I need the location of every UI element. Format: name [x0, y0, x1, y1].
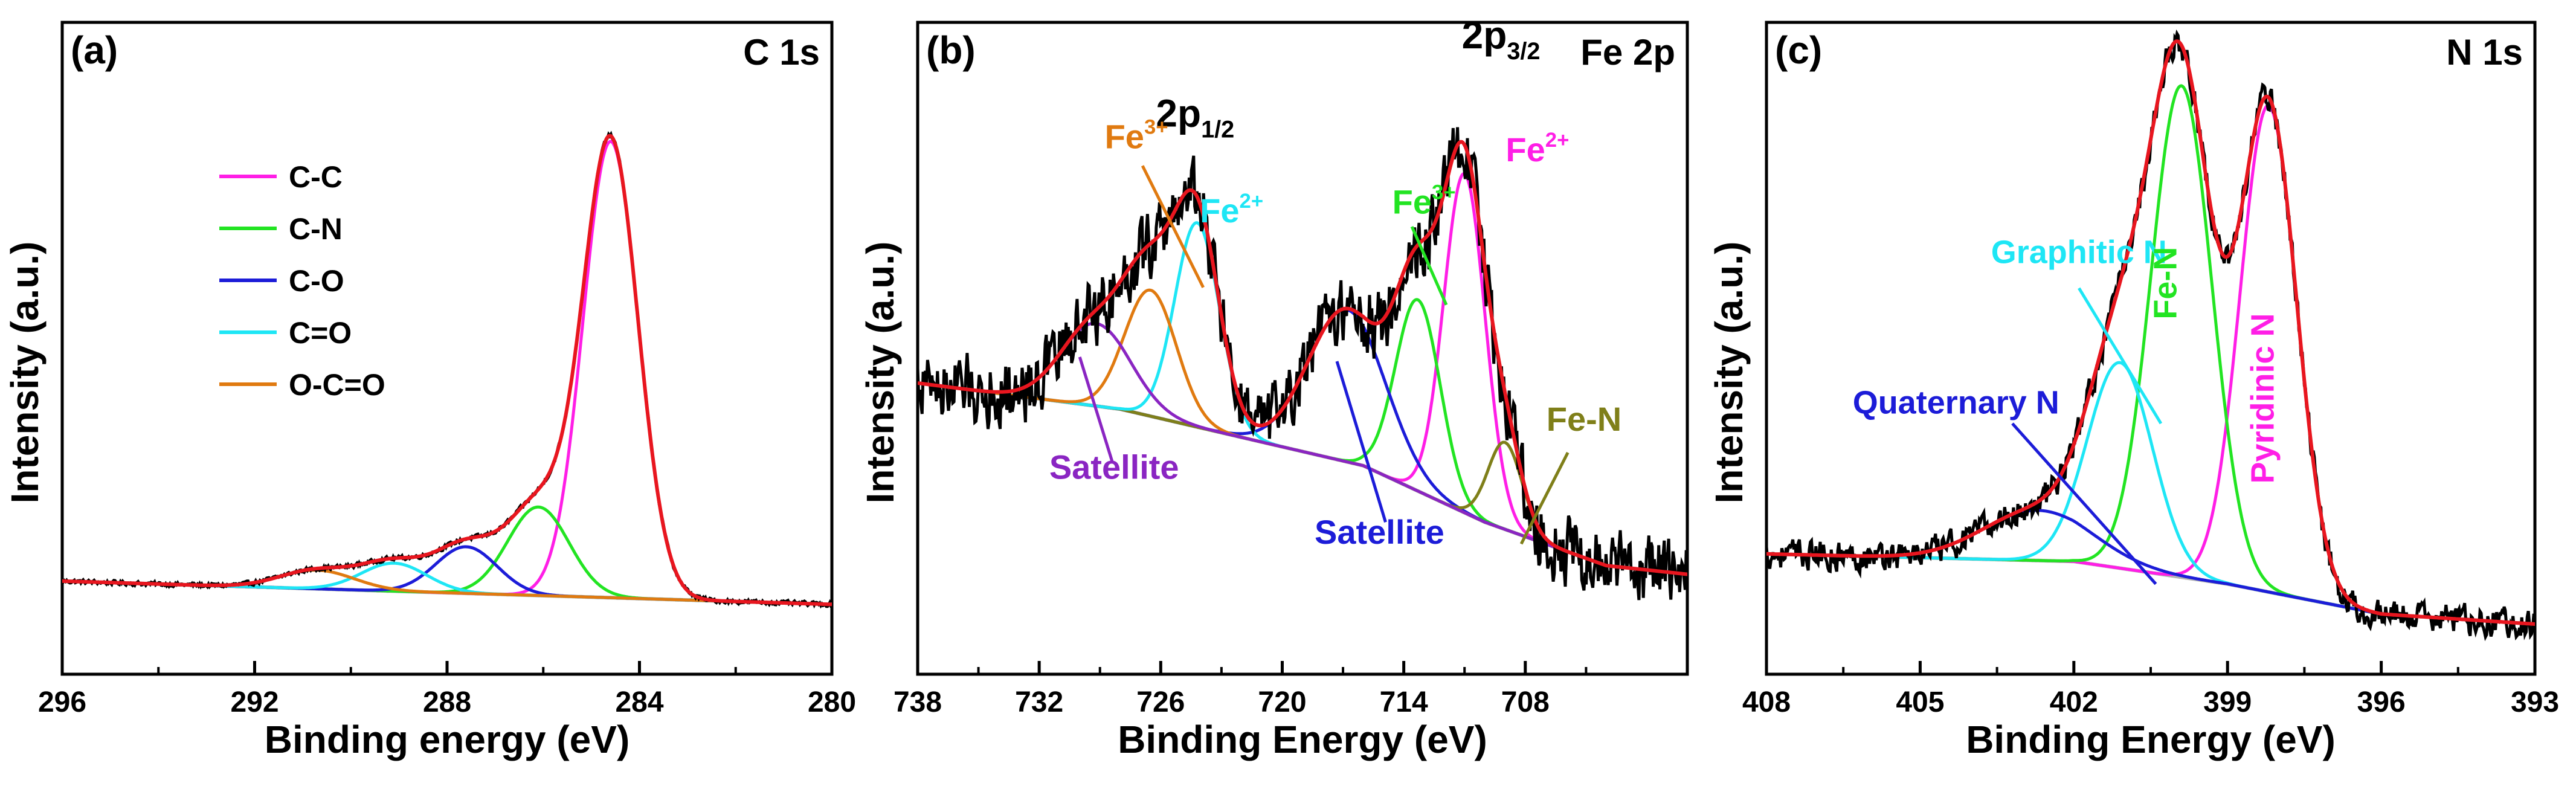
panel-title: Fe 2p — [1580, 32, 1675, 72]
panel-title: N 1s — [2446, 32, 2523, 72]
raw-spectrum-line — [1766, 29, 2535, 642]
peak-annotation: Pyridinic N — [2245, 313, 2281, 483]
annotation-leader-line — [1141, 165, 1205, 288]
annotation-superscript: 2+ — [1240, 190, 1264, 213]
panel-b: 738 732 726 720 714 708 Binding Energy (eV) Int… — [858, 13, 1689, 761]
legend-entry: C-C — [289, 160, 343, 194]
annotation-superscript: 3+ — [1144, 116, 1168, 139]
annotation-text: Graphitic N — [1991, 234, 2167, 270]
panel-c: 408 405 402 399 396 393 Binding Energy (eV) Int… — [1707, 21, 2559, 761]
fitted-envelope-line — [918, 140, 1687, 576]
annotation-superscript: 3+ — [1432, 181, 1456, 204]
annotation-superscript: 2+ — [1545, 129, 1570, 152]
panel-label: (c) — [1775, 28, 1822, 72]
component-c-c — [62, 140, 832, 606]
x-tick-label: 402 — [2050, 686, 2098, 718]
annotation-subscript: 3/2 — [1507, 38, 1540, 65]
y-axis-title: Intensity (a.u.) — [3, 242, 47, 504]
raw-spectrum-line — [918, 127, 1687, 601]
fitted-envelope-line — [1766, 39, 2535, 626]
annotation-text: Quaternary N — [1853, 384, 2059, 420]
annotation-text: Fe — [1200, 192, 1239, 230]
annotation-leader-line — [2011, 422, 2157, 585]
panel-a: 296 292 288 284 280 Binding energy (eV) Intens… — [3, 21, 856, 761]
x-tick-label: 393 — [2511, 686, 2559, 718]
x-tick-label: 726 — [1136, 686, 1185, 718]
plot-area — [62, 130, 832, 609]
peak-annotation: Fe-N — [1547, 400, 1621, 438]
annotation-text: Fe — [1505, 130, 1545, 169]
annotation-text: 2p — [1462, 13, 1507, 57]
peak-annotation: Graphitic N — [1991, 234, 2167, 270]
y-axis-title: Intensity (a.u.) — [1707, 242, 1751, 504]
x-tick-label: 280 — [808, 686, 856, 718]
annotation-leader-line — [1335, 361, 1387, 523]
panel-label: (b) — [926, 28, 976, 72]
annotation-text: Fe-N — [2147, 247, 2183, 320]
x-tick-label: 738 — [894, 686, 942, 718]
plot-area — [1766, 29, 2535, 642]
plot-frame — [916, 21, 1689, 676]
x-axis-title: Binding energy (eV) — [265, 718, 630, 761]
annotation-leader-line — [1078, 356, 1114, 462]
x-tick-label: 732 — [1015, 686, 1063, 718]
x-tick-label: 720 — [1258, 686, 1306, 718]
x-tick-label: 396 — [2357, 686, 2406, 718]
plot-frame — [60, 21, 834, 676]
x-tick-label: 714 — [1380, 686, 1428, 718]
annotation-leader-line — [1519, 452, 1570, 545]
x-tick-label: 292 — [230, 686, 279, 718]
peak-annotation: Quaternary N — [1853, 384, 2059, 420]
annotation-subscript: 1/2 — [1201, 117, 1234, 143]
annotation-text: Fe — [1393, 183, 1432, 221]
annotation-text: Fe — [1105, 118, 1144, 156]
peak-annotation: 2p1/2 — [1156, 92, 1234, 143]
x-axis-title: Binding Energy (eV) — [1966, 718, 2336, 761]
legend-entry: C-N — [289, 212, 343, 246]
x-tick-label: 708 — [1501, 686, 1550, 718]
peak-annotation: Fe-N — [2147, 247, 2183, 320]
x-tick-label: 399 — [2203, 686, 2252, 718]
annotation-text: 2p — [1156, 92, 1201, 135]
x-tick-label: 296 — [38, 686, 86, 718]
peak-annotation: 2p3/2 — [1462, 13, 1541, 65]
legend-entry: O-C=O — [289, 368, 385, 402]
plot-area — [918, 127, 1687, 601]
peak-annotation: Satellite — [1315, 513, 1444, 551]
peak-annotation: Fe3+ — [1393, 181, 1456, 221]
annotation-text: Satellite — [1049, 448, 1179, 486]
x-tick-label: 405 — [1896, 686, 1944, 718]
annotation-text: Fe-N — [1547, 400, 1621, 438]
raw-spectrum-line — [62, 130, 832, 609]
peak-annotation: Fe2+ — [1505, 129, 1569, 169]
legend-entry: C=O — [289, 316, 352, 350]
x-axis-title: Binding Energy (eV) — [1118, 718, 1487, 761]
annotation-leader-line — [1410, 226, 1448, 306]
fitted-envelope-line — [62, 134, 832, 607]
legend-entry: C-O — [289, 264, 344, 298]
y-axis-title: Intensity (a.u.) — [858, 242, 902, 504]
annotation-text: Pyridinic N — [2245, 313, 2281, 483]
peak-annotation: Fe2+ — [1200, 190, 1263, 230]
annotation-leader-line — [2078, 287, 2163, 425]
legend: C-C C-N C-O C=O O-C=O — [219, 160, 385, 402]
annotation-text: Satellite — [1315, 513, 1444, 551]
x-tick-label: 284 — [615, 686, 663, 718]
x-tick-label: 408 — [1742, 686, 1791, 718]
panel-label: (a) — [71, 28, 118, 72]
component-c-o — [62, 545, 832, 606]
peak-annotation: Satellite — [1049, 448, 1179, 486]
peak-annotation: Fe3+ — [1105, 116, 1168, 156]
x-tick-label: 288 — [423, 686, 471, 718]
panel-title: C 1s — [743, 32, 820, 72]
